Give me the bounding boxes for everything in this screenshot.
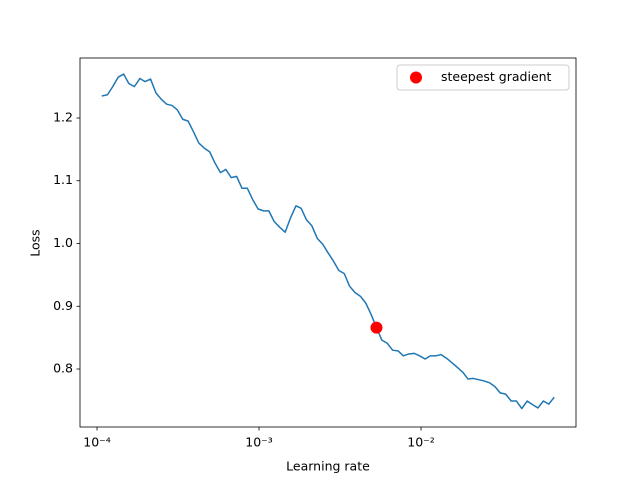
y-tick-label: 1.0 [53,235,73,250]
legend-label: steepest gradient [441,69,552,84]
y-tick-label: 0.9 [53,298,73,313]
steepest-point [370,321,383,334]
x-axis-label: Learning rate [286,459,370,474]
x-tick-label: 10⁻⁴ [83,435,111,450]
y-tick-label: 1.1 [53,172,73,187]
loss-line [101,73,555,410]
y-tick-label: 0.8 [53,361,73,376]
legend-marker [410,71,422,84]
x-tick-label: 10⁻² [407,435,435,450]
axes-frame [79,57,577,428]
y-tick-label: 1.2 [53,109,73,124]
y-axis-label: Loss [28,229,43,256]
x-tick-label: 10⁻³ [245,435,273,450]
legend-box [396,64,570,91]
